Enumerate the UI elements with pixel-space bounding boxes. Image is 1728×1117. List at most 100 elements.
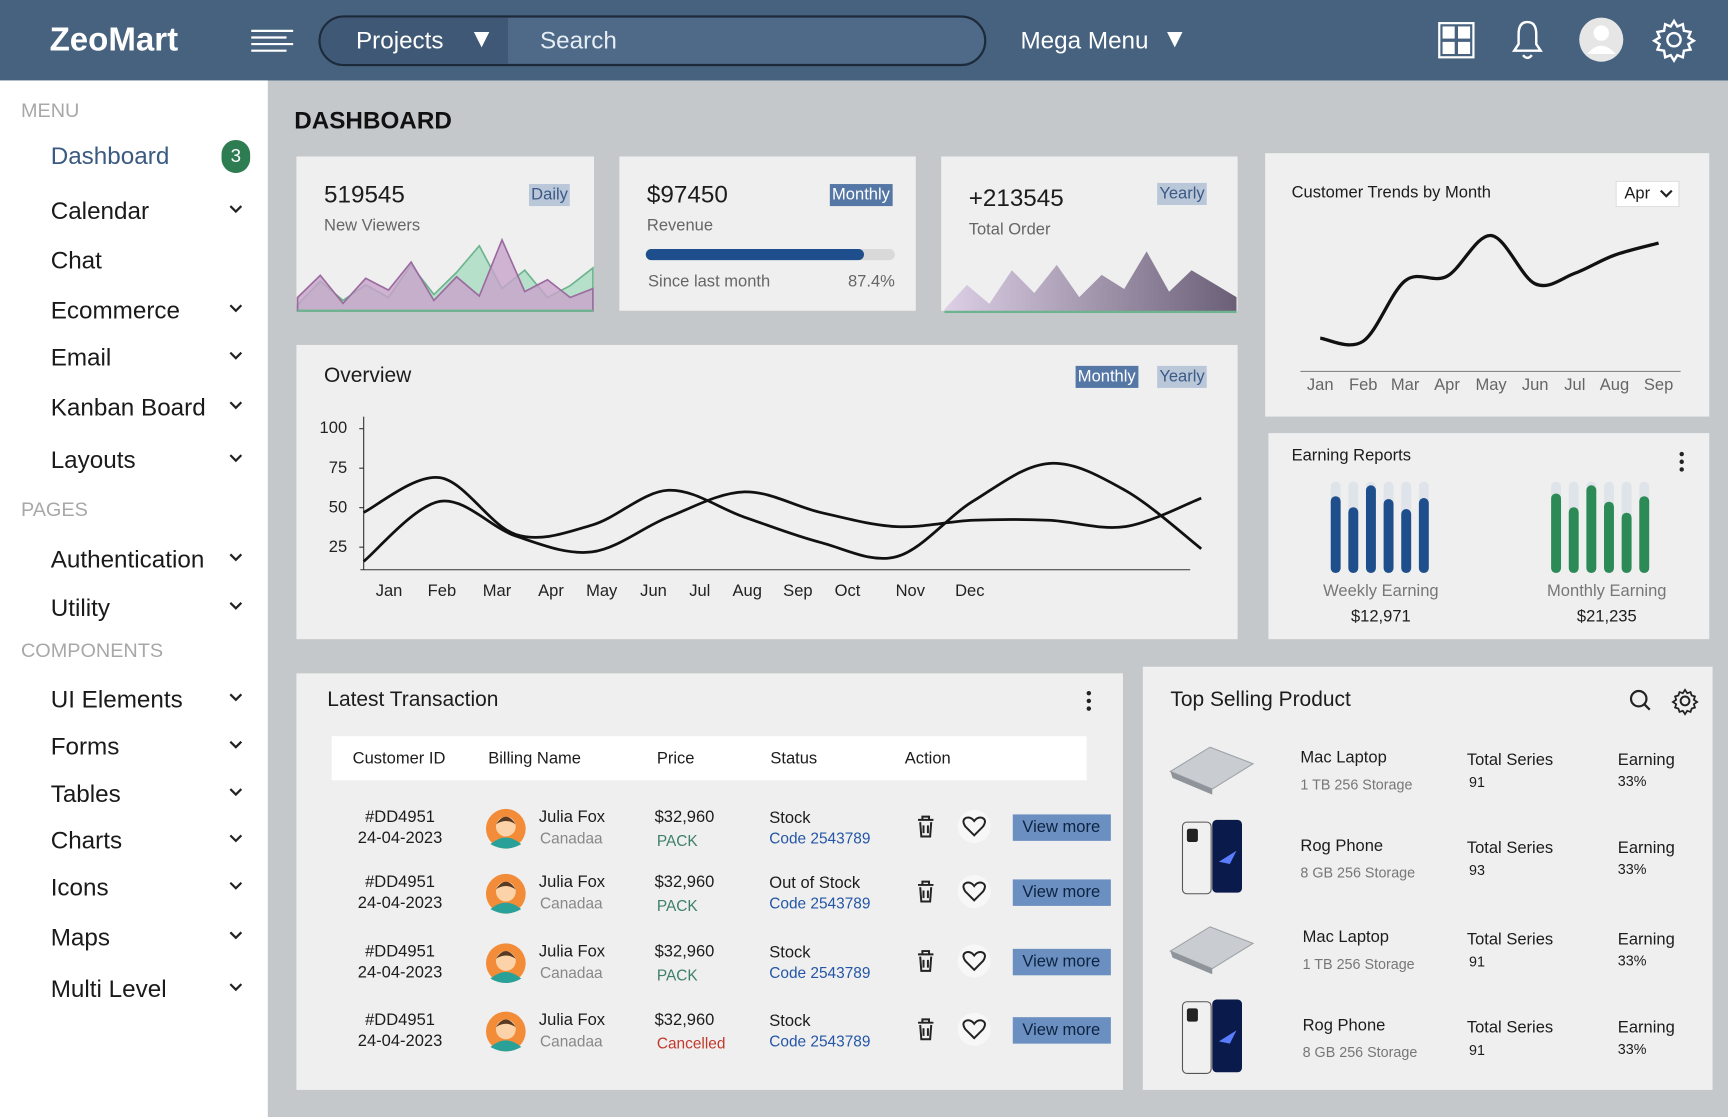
price-note: PACK (656, 831, 698, 850)
sidebar-item[interactable]: Ecommerce (50, 296, 181, 324)
price-note: Cancelled (656, 1034, 726, 1053)
stock-code: Code 2543789 (769, 829, 871, 848)
sidebar-item[interactable]: UI Elements (50, 685, 183, 713)
earning-label: Monthly Earning (1547, 581, 1667, 601)
billing-country: Canadaa (539, 963, 603, 982)
search-placeholder[interactable]: Search (539, 26, 617, 54)
sidebar-item-active[interactable]: Dashboard (50, 141, 170, 170)
projects-label[interactable]: Projects (355, 26, 444, 54)
sidebar-item[interactable]: Multi Level (50, 975, 167, 1003)
billing-name: Julia Fox (538, 942, 606, 961)
x-tick-label: May (586, 581, 618, 601)
sidebar-item[interactable]: Forms (50, 732, 120, 761)
sidebar-item[interactable]: Layouts (50, 446, 136, 474)
stat-value: 519545 (323, 180, 405, 209)
overview-tab[interactable]: Monthly (1075, 365, 1138, 388)
period-tag: Daily (528, 184, 571, 207)
series-label: Total Series (1466, 930, 1554, 949)
price: $32,960 (654, 1010, 715, 1030)
stat-label: New Viewers (323, 215, 421, 235)
column-header: Action (904, 749, 951, 769)
sidebar-item[interactable]: Chat (50, 246, 102, 275)
month-dropdown-value[interactable]: Apr (1624, 184, 1651, 203)
earning-amount: $21,235 (1576, 607, 1637, 626)
earning-label: Weekly Earning (1323, 581, 1439, 601)
sidebar-item[interactable]: Calendar (50, 197, 150, 225)
stock-status: Stock (769, 943, 811, 963)
y-tick-label: 100 (319, 418, 348, 438)
series-value: 91 (1469, 1041, 1485, 1059)
x-tick-label: Jun (640, 581, 667, 601)
order-date: 24-04-2023 (357, 893, 443, 913)
stock-code: Code 2543789 (769, 894, 871, 913)
sidebar-item[interactable]: Maps (50, 923, 110, 951)
stat-card (619, 156, 916, 311)
view-more-label[interactable]: View more (1022, 952, 1101, 971)
overview-tab[interactable]: Yearly (1157, 365, 1207, 388)
sidebar-section-title: MENU (20, 99, 80, 122)
view-more-button[interactable] (1012, 1017, 1111, 1044)
view-more-label[interactable]: View more (1022, 1020, 1101, 1040)
x-tick-label: Feb (427, 581, 457, 601)
stat-value: +213545 (968, 183, 1064, 212)
earning-label: Earning (1617, 930, 1675, 949)
product-name: Mac Laptop (1300, 748, 1387, 768)
billing-name: Julia Fox (538, 872, 606, 892)
customer-id: #DD4951 (365, 1010, 435, 1030)
earning-label: Earning (1617, 1018, 1675, 1038)
sidebar-item[interactable]: Email (50, 343, 112, 372)
column-header: Billing Name (488, 749, 581, 769)
price: $32,960 (654, 942, 715, 961)
mega-menu[interactable]: Mega Menu (1020, 26, 1149, 54)
sidebar-item[interactable]: Charts (50, 826, 123, 854)
progress-fill (645, 249, 864, 261)
sidebar-item[interactable]: Utility (50, 593, 110, 622)
trends-x-label: Sep (1643, 375, 1674, 395)
sidebar (0, 80, 268, 1117)
product-name: Rog Phone (1302, 1016, 1386, 1035)
billing-name: Julia Fox (538, 807, 606, 827)
view-more-button[interactable] (1012, 814, 1111, 841)
view-more-button[interactable] (1012, 879, 1111, 906)
earning-value: 33% (1617, 952, 1647, 969)
x-tick-label: Apr (538, 581, 564, 601)
search-pill[interactable] (318, 15, 987, 67)
earning-value: 33% (1617, 860, 1647, 878)
sidebar-section-title: PAGES (20, 498, 88, 521)
billing-country: Canadaa (539, 829, 603, 848)
sidebar-item[interactable]: Tables (50, 780, 121, 808)
sidebar-item[interactable]: Kanban Board (50, 393, 206, 421)
x-tick-label: Sep (783, 581, 813, 601)
table-header (331, 736, 1087, 781)
y-tick-label: 50 (328, 497, 348, 517)
x-tick-label: Jul (689, 581, 711, 601)
sidebar-item[interactable]: Authentication (50, 545, 205, 573)
order-date: 24-04-2023 (357, 828, 443, 848)
earning-title: Earning Reports (1291, 446, 1412, 466)
x-tick-label: Jan (375, 581, 403, 601)
order-date: 24-04-2023 (357, 963, 443, 982)
brand-logo: ZeoMart (49, 22, 179, 59)
price: $32,960 (654, 872, 715, 892)
price-note: PACK (656, 896, 698, 915)
badge-count: 3 (230, 145, 242, 167)
trends-x-label: Mar (1390, 375, 1420, 395)
series-label: Total Series (1466, 1018, 1554, 1038)
trends-x-label: Jan (1306, 375, 1334, 395)
view-more-button[interactable] (1012, 948, 1111, 976)
view-more-label[interactable]: View more (1022, 882, 1101, 902)
trends-x-label: Apr (1434, 375, 1460, 395)
y-tick-label: 25 (328, 537, 348, 556)
stat-label: Revenue (646, 215, 714, 235)
billing-country: Canadaa (539, 894, 603, 913)
badge (221, 139, 251, 174)
order-date: 24-04-2023 (357, 1031, 443, 1051)
column-header: Customer ID (352, 749, 446, 769)
column-header: Status (770, 749, 818, 769)
view-more-label[interactable]: View more (1022, 817, 1101, 837)
billing-country: Canadaa (539, 1032, 603, 1050)
stock-status: Out of Stock (769, 873, 861, 893)
sidebar-item[interactable]: Icons (50, 873, 109, 902)
trends-x-label: Jun (1521, 375, 1549, 395)
